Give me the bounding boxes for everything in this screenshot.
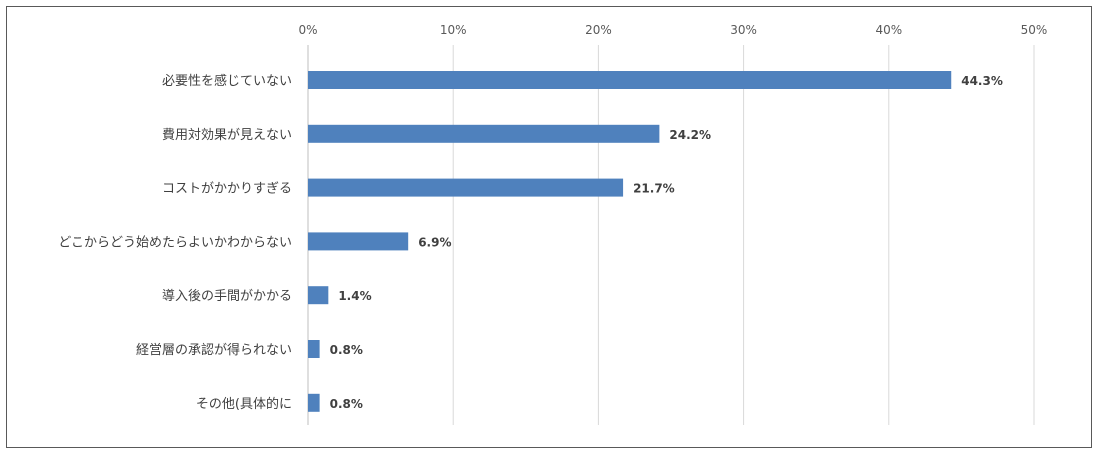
x-tick-label: 0% [298,23,317,37]
data-label: 44.3% [961,74,1003,88]
category-label: どこからどう始めたらよいかわからない [58,235,292,250]
x-tick-label: 40% [875,23,902,37]
category-label: 費用対効果が見えない [162,128,292,143]
x-tick-label: 10% [440,23,467,37]
category-labels: 必要性を感じていない費用対効果が見えないコストがかかりすぎるどこからどう始めたら… [58,73,292,412]
category-label: 導入後の手間がかかる [162,289,292,304]
category-label: その他(具体的に [196,396,292,412]
x-tick-label: 50% [1021,23,1048,37]
bar [308,286,329,305]
data-label: 24.2% [669,128,711,142]
data-labels: 44.3% 24.2% 21.7% 6.9% 1.4% 0.8% 0.8% [330,74,1003,411]
category-label: 必要性を感じていない [162,73,292,89]
x-axis-ticks: 0% 10% 20% 30% 40% 50% [298,23,1047,37]
x-tick-label: 20% [585,23,612,37]
bar [308,393,320,412]
data-label: 0.8% [330,343,363,357]
bar [308,71,952,89]
data-label: 0.8% [330,397,363,411]
gridlines [307,45,1035,425]
bar [308,340,320,358]
bars [308,71,952,412]
data-label: 21.7% [633,182,675,196]
category-label: コストがかかりすぎる [162,182,292,197]
data-label: 6.9% [418,235,451,249]
bar [308,124,660,143]
category-label: 経営層の承認が得られない [136,342,292,358]
x-tick-label: 30% [730,23,757,37]
bar [308,178,624,197]
data-label: 1.4% [338,289,371,303]
bar [308,232,409,251]
